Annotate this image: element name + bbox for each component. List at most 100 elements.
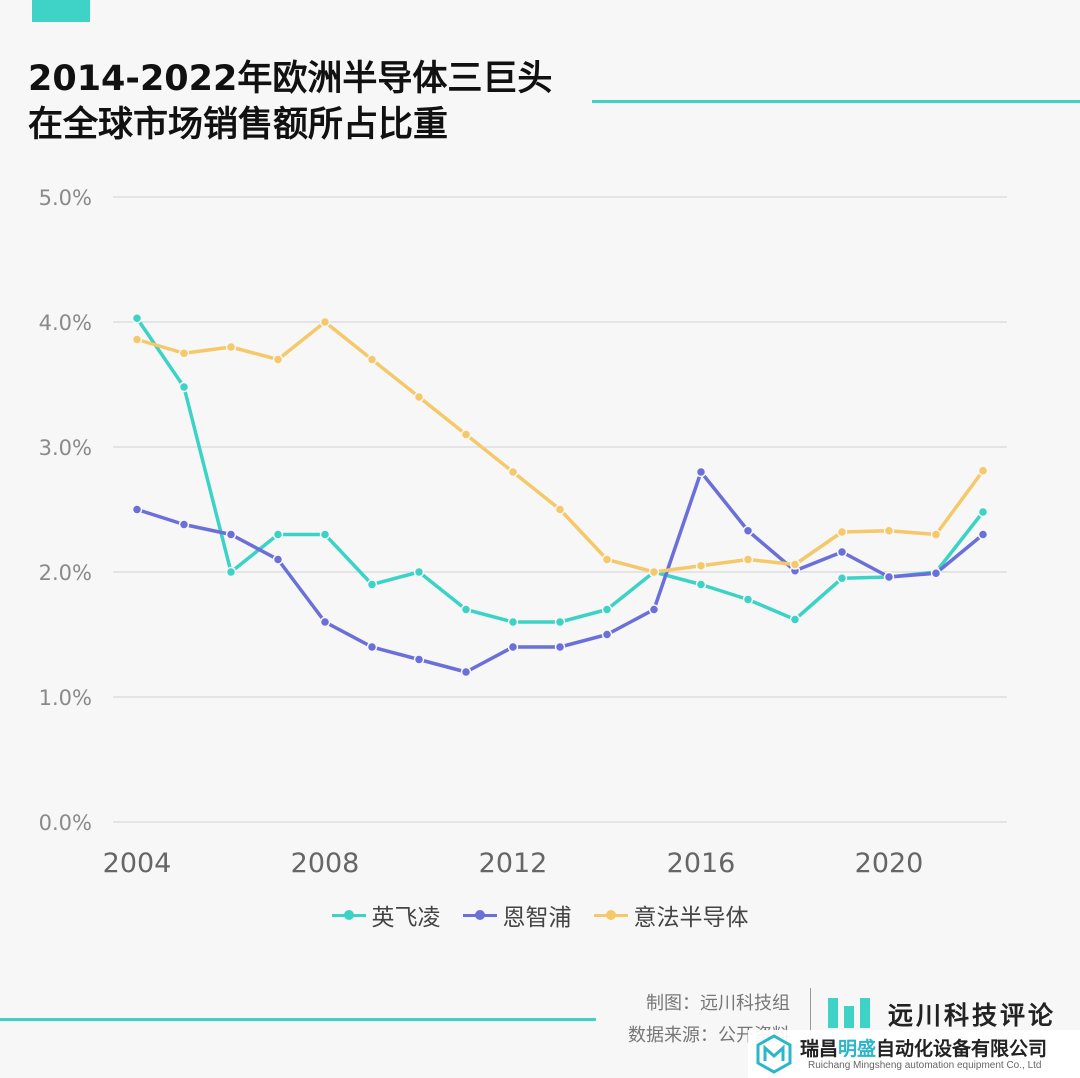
- title-accent-block: [32, 0, 90, 22]
- chart-gridlines: [113, 196, 1007, 823]
- watermark-company-name: 瑞昌明盛自动化设备有限公司: [800, 1034, 1047, 1061]
- data-point[interactable]: [742, 594, 754, 605]
- data-point[interactable]: [178, 519, 190, 530]
- y-axis-tick-labels: 0.0% 1.0% 2.0% 3.0% 4.0% 5.0%: [39, 186, 92, 835]
- legend-label-nxp: 恩智浦: [502, 905, 572, 931]
- data-point[interactable]: [225, 566, 237, 578]
- x-axis-tick-labels: 2004 2008 2012 2016 2020: [103, 848, 924, 879]
- data-point[interactable]: [319, 529, 331, 540]
- data-point[interactable]: [648, 604, 660, 615]
- chart-title-line-2: 在全球市场销售额所占比重: [28, 105, 449, 145]
- data-point[interactable]: [554, 616, 566, 628]
- watermark-company-highlight: 明盛: [838, 1038, 877, 1060]
- y-tick-label: 4.0%: [39, 311, 92, 335]
- series-group: [131, 313, 989, 628]
- data-point[interactable]: [836, 526, 848, 538]
- x-tick-label: 2008: [291, 848, 360, 879]
- data-point[interactable]: [413, 391, 425, 403]
- data-point[interactable]: [695, 466, 707, 478]
- footer-divider: [810, 988, 811, 1048]
- data-point[interactable]: [695, 560, 707, 571]
- data-point[interactable]: [366, 641, 378, 653]
- series-line: [135, 317, 985, 624]
- watermark: 瑞昌明盛自动化设备有限公司 Ruichang Mingsheng automat…: [748, 1030, 1080, 1078]
- data-point[interactable]: [131, 504, 143, 515]
- legend-label-st: 意法半导体: [633, 905, 749, 931]
- data-point[interactable]: [319, 316, 331, 328]
- x-tick-label: 2016: [667, 848, 736, 879]
- data-point[interactable]: [742, 525, 754, 536]
- x-tick-label: 2020: [855, 848, 924, 879]
- y-tick-label: 2.0%: [39, 561, 92, 585]
- data-point[interactable]: [272, 529, 284, 540]
- data-point[interactable]: [977, 529, 989, 540]
- data-point[interactable]: [554, 504, 566, 515]
- data-point[interactable]: [413, 654, 425, 665]
- series-group: [131, 316, 989, 578]
- data-point[interactable]: [460, 604, 472, 615]
- credit-author: 制图：远川科技组: [646, 993, 790, 1014]
- x-tick-label: 2012: [479, 848, 548, 879]
- data-point[interactable]: [883, 571, 895, 583]
- footer-rule: [0, 1018, 596, 1021]
- watermark-company-en: Ruichang Mingsheng automation equipment …: [808, 1060, 1042, 1071]
- brand-name: 远川科技评论: [888, 1001, 1057, 1030]
- x-tick-label: 2004: [103, 848, 172, 879]
- data-point[interactable]: [319, 616, 331, 628]
- data-point[interactable]: [366, 354, 378, 365]
- data-point[interactable]: [507, 466, 519, 478]
- legend-label-infineon: 英飞凌: [371, 905, 441, 931]
- data-point[interactable]: [507, 641, 519, 653]
- data-point[interactable]: [789, 559, 801, 570]
- chart-series: [131, 313, 989, 678]
- y-tick-label: 3.0%: [39, 436, 92, 460]
- line-chart: 0.0% 1.0% 2.0% 3.0% 4.0% 5.0% 2004 2008 2012 201…: [39, 186, 1007, 879]
- data-point[interactable]: [178, 348, 190, 359]
- data-point[interactable]: [507, 616, 519, 628]
- brand-logo-icon: [828, 998, 870, 1028]
- data-point[interactable]: [272, 354, 284, 365]
- data-point[interactable]: [930, 568, 942, 579]
- data-point[interactable]: [225, 529, 237, 540]
- title-divider-rule: [592, 100, 1080, 103]
- watermark-company-prefix: 瑞昌: [800, 1038, 839, 1060]
- data-point[interactable]: [178, 381, 190, 393]
- data-point[interactable]: [601, 554, 613, 565]
- data-point[interactable]: [977, 465, 989, 476]
- watermark-logo-icon: [756, 1034, 792, 1074]
- data-point[interactable]: [131, 313, 143, 324]
- data-point[interactable]: [742, 554, 754, 565]
- data-point[interactable]: [648, 566, 660, 578]
- y-tick-label: 0.0%: [39, 811, 92, 835]
- y-tick-label: 1.0%: [39, 686, 92, 710]
- legend-item-nxp[interactable]: 恩智浦: [462, 898, 572, 932]
- data-point[interactable]: [554, 641, 566, 653]
- data-point[interactable]: [225, 341, 237, 353]
- data-point[interactable]: [272, 554, 284, 565]
- chart-title-line-1: 2014-2022年欧洲半导体三巨头: [28, 59, 553, 99]
- data-point[interactable]: [131, 334, 143, 345]
- data-point[interactable]: [836, 573, 848, 584]
- data-point[interactable]: [883, 525, 895, 536]
- data-point[interactable]: [930, 529, 942, 540]
- chart-legend: 英飞凌 恩智浦 意法半导体: [0, 898, 1080, 932]
- data-point[interactable]: [977, 506, 989, 518]
- data-point[interactable]: [601, 604, 613, 615]
- chart-title: 2014-2022年欧洲半导体三巨头 在全球市场销售额所占比重: [28, 56, 552, 148]
- legend-item-st[interactable]: 意法半导体: [593, 898, 749, 932]
- data-point[interactable]: [413, 566, 425, 578]
- data-point[interactable]: [460, 429, 472, 440]
- legend-swatch-st: [593, 908, 628, 922]
- series-group: [131, 466, 989, 678]
- legend-swatch-nxp: [462, 908, 497, 922]
- legend-item-infineon[interactable]: 英飞凌: [331, 898, 441, 932]
- data-point[interactable]: [695, 579, 707, 590]
- y-tick-label: 5.0%: [39, 186, 92, 210]
- data-point[interactable]: [789, 614, 801, 625]
- data-point[interactable]: [460, 666, 472, 678]
- data-point[interactable]: [836, 546, 848, 558]
- data-point[interactable]: [601, 629, 613, 640]
- legend-swatch-infineon: [331, 908, 366, 922]
- data-point[interactable]: [366, 579, 378, 590]
- watermark-company-suffix: 自动化设备有限公司: [876, 1038, 1048, 1060]
